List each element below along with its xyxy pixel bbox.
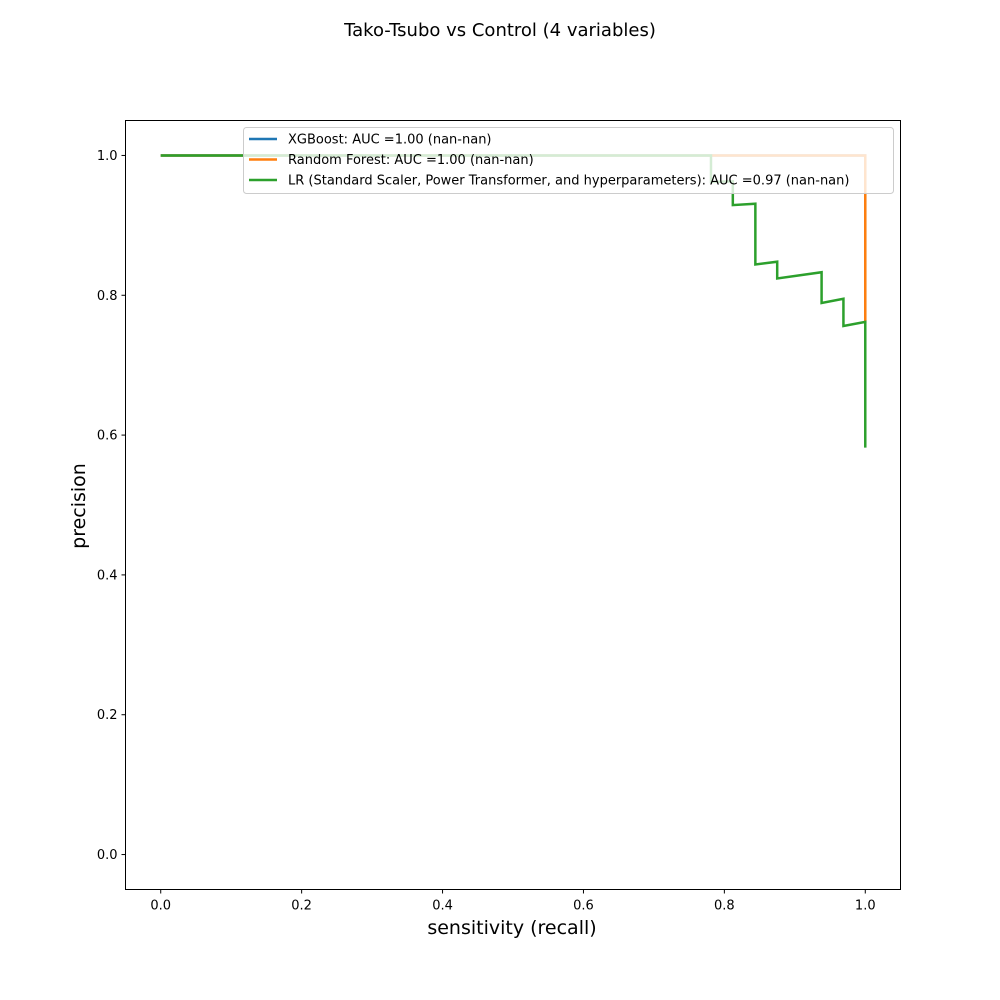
legend-entry-0: XGBoost: AUC =1.00 (nan-nan) — [288, 133, 492, 148]
y-tick-label: 0.4 — [97, 568, 118, 583]
x-tick-label: 0.8 — [714, 899, 735, 914]
tick-layer: 0.0 0.2 0.4 0.6 0.8 1.0 0.0 0.2 0.4 0.6 0.8 1.0 — [97, 149, 876, 914]
x-tick-label: 0.6 — [573, 899, 594, 914]
x-axis-label: sensitivity (recall) — [427, 917, 596, 939]
legend-entry-2: LR (Standard Scaler, Power Transformer, … — [288, 174, 849, 189]
x-tick-label: 0.0 — [150, 899, 171, 914]
y-tick-label: 0.2 — [97, 708, 118, 723]
legend-box — [243, 127, 894, 194]
x-tick-label: 0.4 — [432, 899, 453, 914]
y-tick-label: 0.6 — [97, 429, 118, 444]
legend: XGBoost: AUC =1.00 (nan-nan) Random Fores… — [243, 127, 894, 194]
y-tick-label: 0.8 — [97, 289, 118, 304]
y-tick-label: 1.0 — [97, 149, 118, 164]
y-axis-label: precision — [68, 463, 90, 549]
plot-frame — [125, 120, 901, 890]
x-tick-label: 0.2 — [291, 899, 312, 914]
chart-title: Tako-Tsubo vs Control (4 variables) — [343, 20, 656, 41]
x-tick-label: 1.0 — [855, 899, 876, 914]
legend-entry-1: Random Forest: AUC =1.00 (nan-nan) — [288, 153, 534, 168]
y-tick-label: 0.0 — [97, 848, 118, 863]
